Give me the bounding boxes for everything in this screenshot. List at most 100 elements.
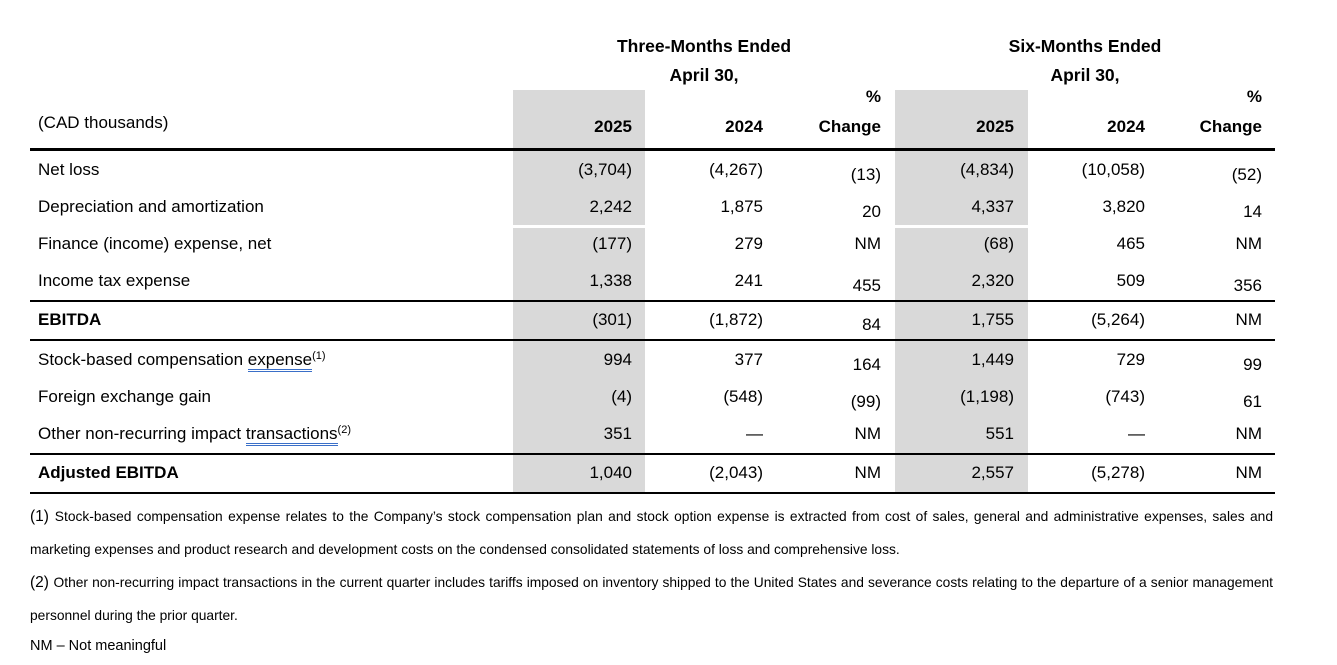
label-text: Stock-based compensation	[38, 349, 248, 369]
row-label: Other non-recurring impact transactions(…	[30, 423, 513, 446]
cell-value: 2,242	[589, 196, 632, 216]
grammar-underlined-word: transactions	[245, 423, 338, 446]
cell-value: (10,058)	[1081, 159, 1145, 179]
cell-value: 377	[734, 349, 763, 369]
row-label: Income tax expense	[30, 271, 513, 291]
cell-value: NM	[854, 423, 881, 443]
cell-value: —	[1128, 423, 1145, 443]
cell-value: 61	[1243, 391, 1262, 411]
label-text: Foreign exchange gain	[38, 386, 211, 406]
row-label: Net loss	[30, 160, 513, 180]
period-subtitle: April 30,	[669, 65, 739, 85]
cell-value: (2,043)	[709, 463, 763, 483]
footnote-reference: (2)	[337, 423, 351, 436]
cell-value: 1,755	[971, 310, 1014, 330]
cell-value: NM	[1235, 310, 1262, 330]
cell-value: 1,040	[589, 463, 632, 483]
cell-value: 1,338	[589, 271, 632, 291]
cell-value: (4,834)	[960, 159, 1014, 179]
cell-value: 729	[1116, 349, 1145, 369]
period-headers-row: Three-Months Ended April 30, Six-Months …	[30, 32, 1275, 90]
grammar-underlined-word: expense	[247, 349, 313, 372]
pct-word: Change	[1199, 117, 1262, 136]
footnote-text: Stock-based compensation expense relates…	[30, 508, 1274, 557]
cell-value: 351	[603, 423, 632, 443]
cell-value: 164	[852, 354, 881, 374]
col-header-sm-2024: 2024	[1107, 117, 1145, 136]
col-header-sm-pct-change: % Change	[1158, 82, 1275, 148]
cell-value: (177)	[592, 233, 632, 253]
table-row: Foreign exchange gain (4) (548) (99) (1,198)…	[30, 378, 1275, 415]
table-row: Stock-based compensation expense(1) 994 37…	[30, 341, 1275, 378]
footnote-text: Other non-recurring impact transactions …	[30, 574, 1273, 623]
label-text: Other non-recurring impact	[38, 423, 246, 443]
cell-value: 994	[603, 349, 632, 369]
col-header-tm-2025: 2025	[594, 117, 632, 136]
col-header-tm-2024: 2024	[725, 117, 763, 136]
cell-value: 551	[985, 423, 1014, 443]
pct-sign: %	[1246, 87, 1262, 106]
footnotes-section: (1) Stock-based compensation expense rel…	[30, 500, 1273, 660]
cell-value: NM	[854, 463, 881, 483]
cell-value: (52)	[1231, 164, 1262, 184]
col-header-sm-2025: 2025	[976, 117, 1014, 136]
cell-value: 279	[734, 233, 763, 253]
cell-value: (3,704)	[578, 159, 632, 179]
period-header-six-months: Six-Months Ended April 30,	[895, 32, 1275, 90]
footnote: (2) Other non-recurring impact transacti…	[30, 566, 1273, 632]
cell-value: 356	[1233, 276, 1262, 296]
cell-value: NM	[1235, 463, 1262, 483]
row-label: Stock-based compensation expense(1)	[30, 349, 513, 372]
table-row: Income tax expense 1,338 241 455 2,320 509 356	[30, 263, 1275, 302]
cell-value: (4,267)	[709, 159, 763, 179]
cell-value: (548)	[723, 386, 763, 406]
table-row: Net loss (3,704) (4,267) (13) (4,834) (10,058…	[30, 151, 1275, 188]
period-subtitle: April 30,	[1050, 65, 1120, 85]
cell-value: (1,198)	[960, 386, 1014, 406]
row-label: Depreciation and amortization	[30, 197, 513, 217]
table-row: Other non-recurring impact transactions(…	[30, 415, 1275, 455]
nm-legend: NM – Not meaningful	[30, 637, 167, 654]
row-label: EBITDA	[30, 310, 513, 330]
label-text: EBITDA	[38, 310, 102, 330]
footnote: (1) Stock-based compensation expense rel…	[30, 500, 1273, 566]
cell-value: (68)	[983, 233, 1014, 253]
shading-gap	[895, 225, 1028, 228]
col-header-tm-pct-change: % Change	[775, 82, 895, 148]
cell-value: 455	[852, 276, 881, 296]
unit-label: (CAD thousands)	[38, 113, 169, 132]
ebitda-reconciliation-table: Three-Months Ended April 30, Six-Months …	[30, 32, 1275, 494]
cell-value: (5,264)	[1091, 310, 1145, 330]
cell-value: 20	[862, 201, 881, 221]
cell-value: 1,449	[971, 349, 1014, 369]
cell-value: 2,320	[971, 271, 1014, 291]
table-row: Adjusted EBITDA 1,040 (2,043) NM 2,557 (5,278…	[30, 455, 1275, 494]
column-headers-row: (CAD thousands) 2025 2024 % Change 2025 …	[30, 87, 1275, 151]
cell-value: 4,337	[971, 196, 1014, 216]
cell-value: NM	[1235, 233, 1262, 253]
cell-value: 84	[862, 315, 881, 335]
cell-value: 2,557	[971, 463, 1014, 483]
period-title: Six-Months Ended	[1008, 36, 1162, 56]
cell-value: (4)	[611, 386, 632, 406]
label-text: Income tax expense	[38, 271, 191, 291]
table-row: EBITDA (301) (1,872) 84 1,755 (5,264) NM	[30, 302, 1275, 341]
row-label: Foreign exchange gain	[30, 387, 513, 407]
row-shading-band-six-months-2025	[895, 90, 1028, 494]
cell-value: (99)	[850, 391, 881, 411]
cell-value: —	[746, 423, 763, 443]
row-label: Finance (income) expense, net	[30, 234, 513, 254]
cell-value: 241	[734, 271, 763, 291]
cell-value: 465	[1116, 233, 1145, 253]
footnote-marker: (2)	[30, 573, 54, 591]
label-text: Adjusted EBITDA	[38, 463, 179, 483]
table-row: Depreciation and amortization 2,242 1,875 2…	[30, 188, 1275, 225]
label-text: Depreciation and amortization	[38, 196, 264, 216]
cell-value: (743)	[1105, 386, 1145, 406]
label-text: Net loss	[38, 159, 100, 179]
cell-value: (1,872)	[709, 310, 763, 330]
header-spacer	[30, 32, 513, 90]
footnote-reference: (1)	[312, 349, 326, 362]
table-row: Finance (income) expense, net (177) 279 NM (…	[30, 225, 1275, 262]
